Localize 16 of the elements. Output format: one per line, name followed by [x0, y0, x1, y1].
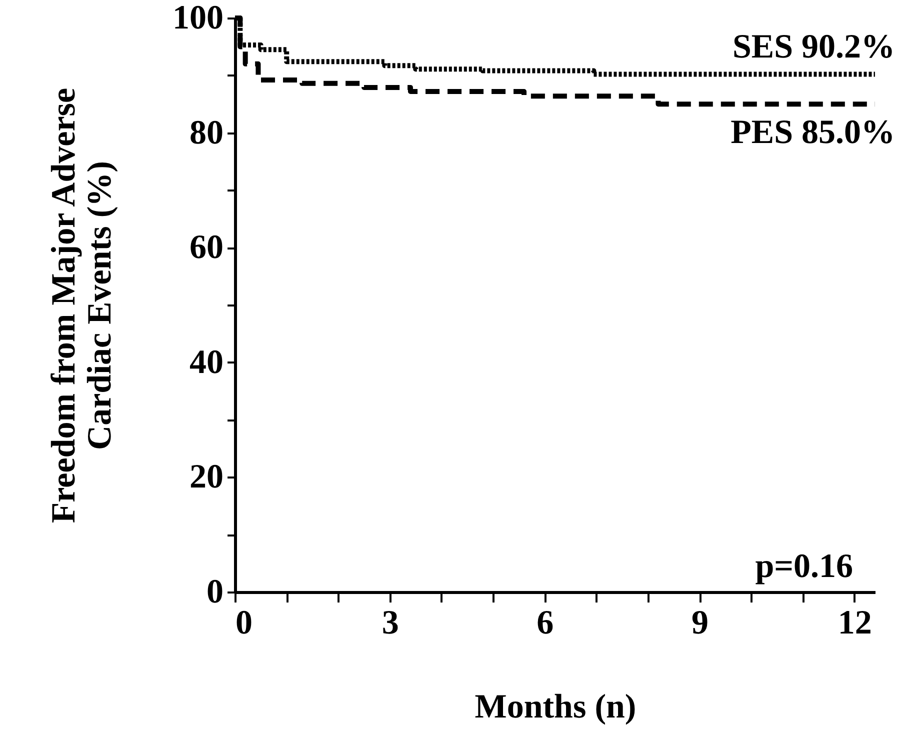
- y-tick-label: 40: [190, 344, 224, 381]
- x-axis-title: Months (n): [474, 688, 636, 726]
- y-axis-title: Freedom from Major Adverse Cardiac Events (%): [46, 88, 118, 524]
- x-tick-label: 12: [838, 604, 872, 642]
- y-tick-label: 60: [190, 229, 224, 266]
- x-tick-label: 3: [382, 604, 399, 642]
- x-tick-label: 6: [536, 604, 554, 642]
- annotation: p=0.16: [755, 548, 853, 585]
- annotation: PES 85.0%: [730, 114, 895, 152]
- y-tick-label: 80: [190, 114, 224, 152]
- y-tick-label: 20: [190, 458, 224, 496]
- x-tick-label: 0: [236, 604, 252, 642]
- y-tick-label: 0: [206, 574, 224, 610]
- annotation: SES 90.2%: [732, 28, 895, 66]
- y-tick-label: 100: [172, 0, 224, 36]
- x-tick-label: 9: [692, 604, 709, 642]
